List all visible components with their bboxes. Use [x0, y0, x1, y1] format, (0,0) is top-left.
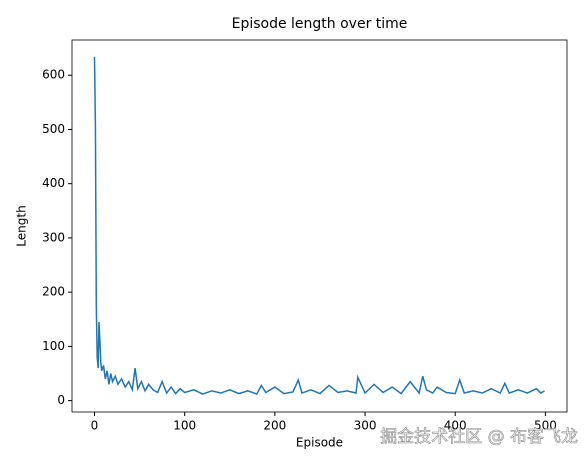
x-tick-label: 300 — [354, 419, 377, 433]
y-tick-label: 500 — [42, 122, 65, 136]
x-tick-label: 500 — [534, 419, 557, 433]
x-tick-label: 400 — [444, 419, 467, 433]
x-tick-label: 0 — [91, 419, 99, 433]
x-tick-label: 200 — [263, 419, 286, 433]
line — [93, 56, 545, 396]
y-axis-label: Length — [15, 205, 29, 246]
chart-title: Episode length over time — [232, 16, 408, 32]
plot-frame — [71, 39, 568, 413]
x-tick-label: 100 — [173, 419, 196, 433]
x-axis-label: Episode — [296, 436, 343, 450]
y-tick-label: 200 — [42, 285, 65, 299]
y-tick-label: 0 — [57, 393, 65, 407]
y-tick-label: 400 — [42, 176, 65, 190]
y-tick-label: 300 — [42, 230, 65, 244]
watermark: 掘金技术社区 @ 布客飞龙 — [380, 427, 578, 447]
y-tick-label: 100 — [42, 339, 65, 353]
y-tick-label: 600 — [42, 68, 65, 82]
